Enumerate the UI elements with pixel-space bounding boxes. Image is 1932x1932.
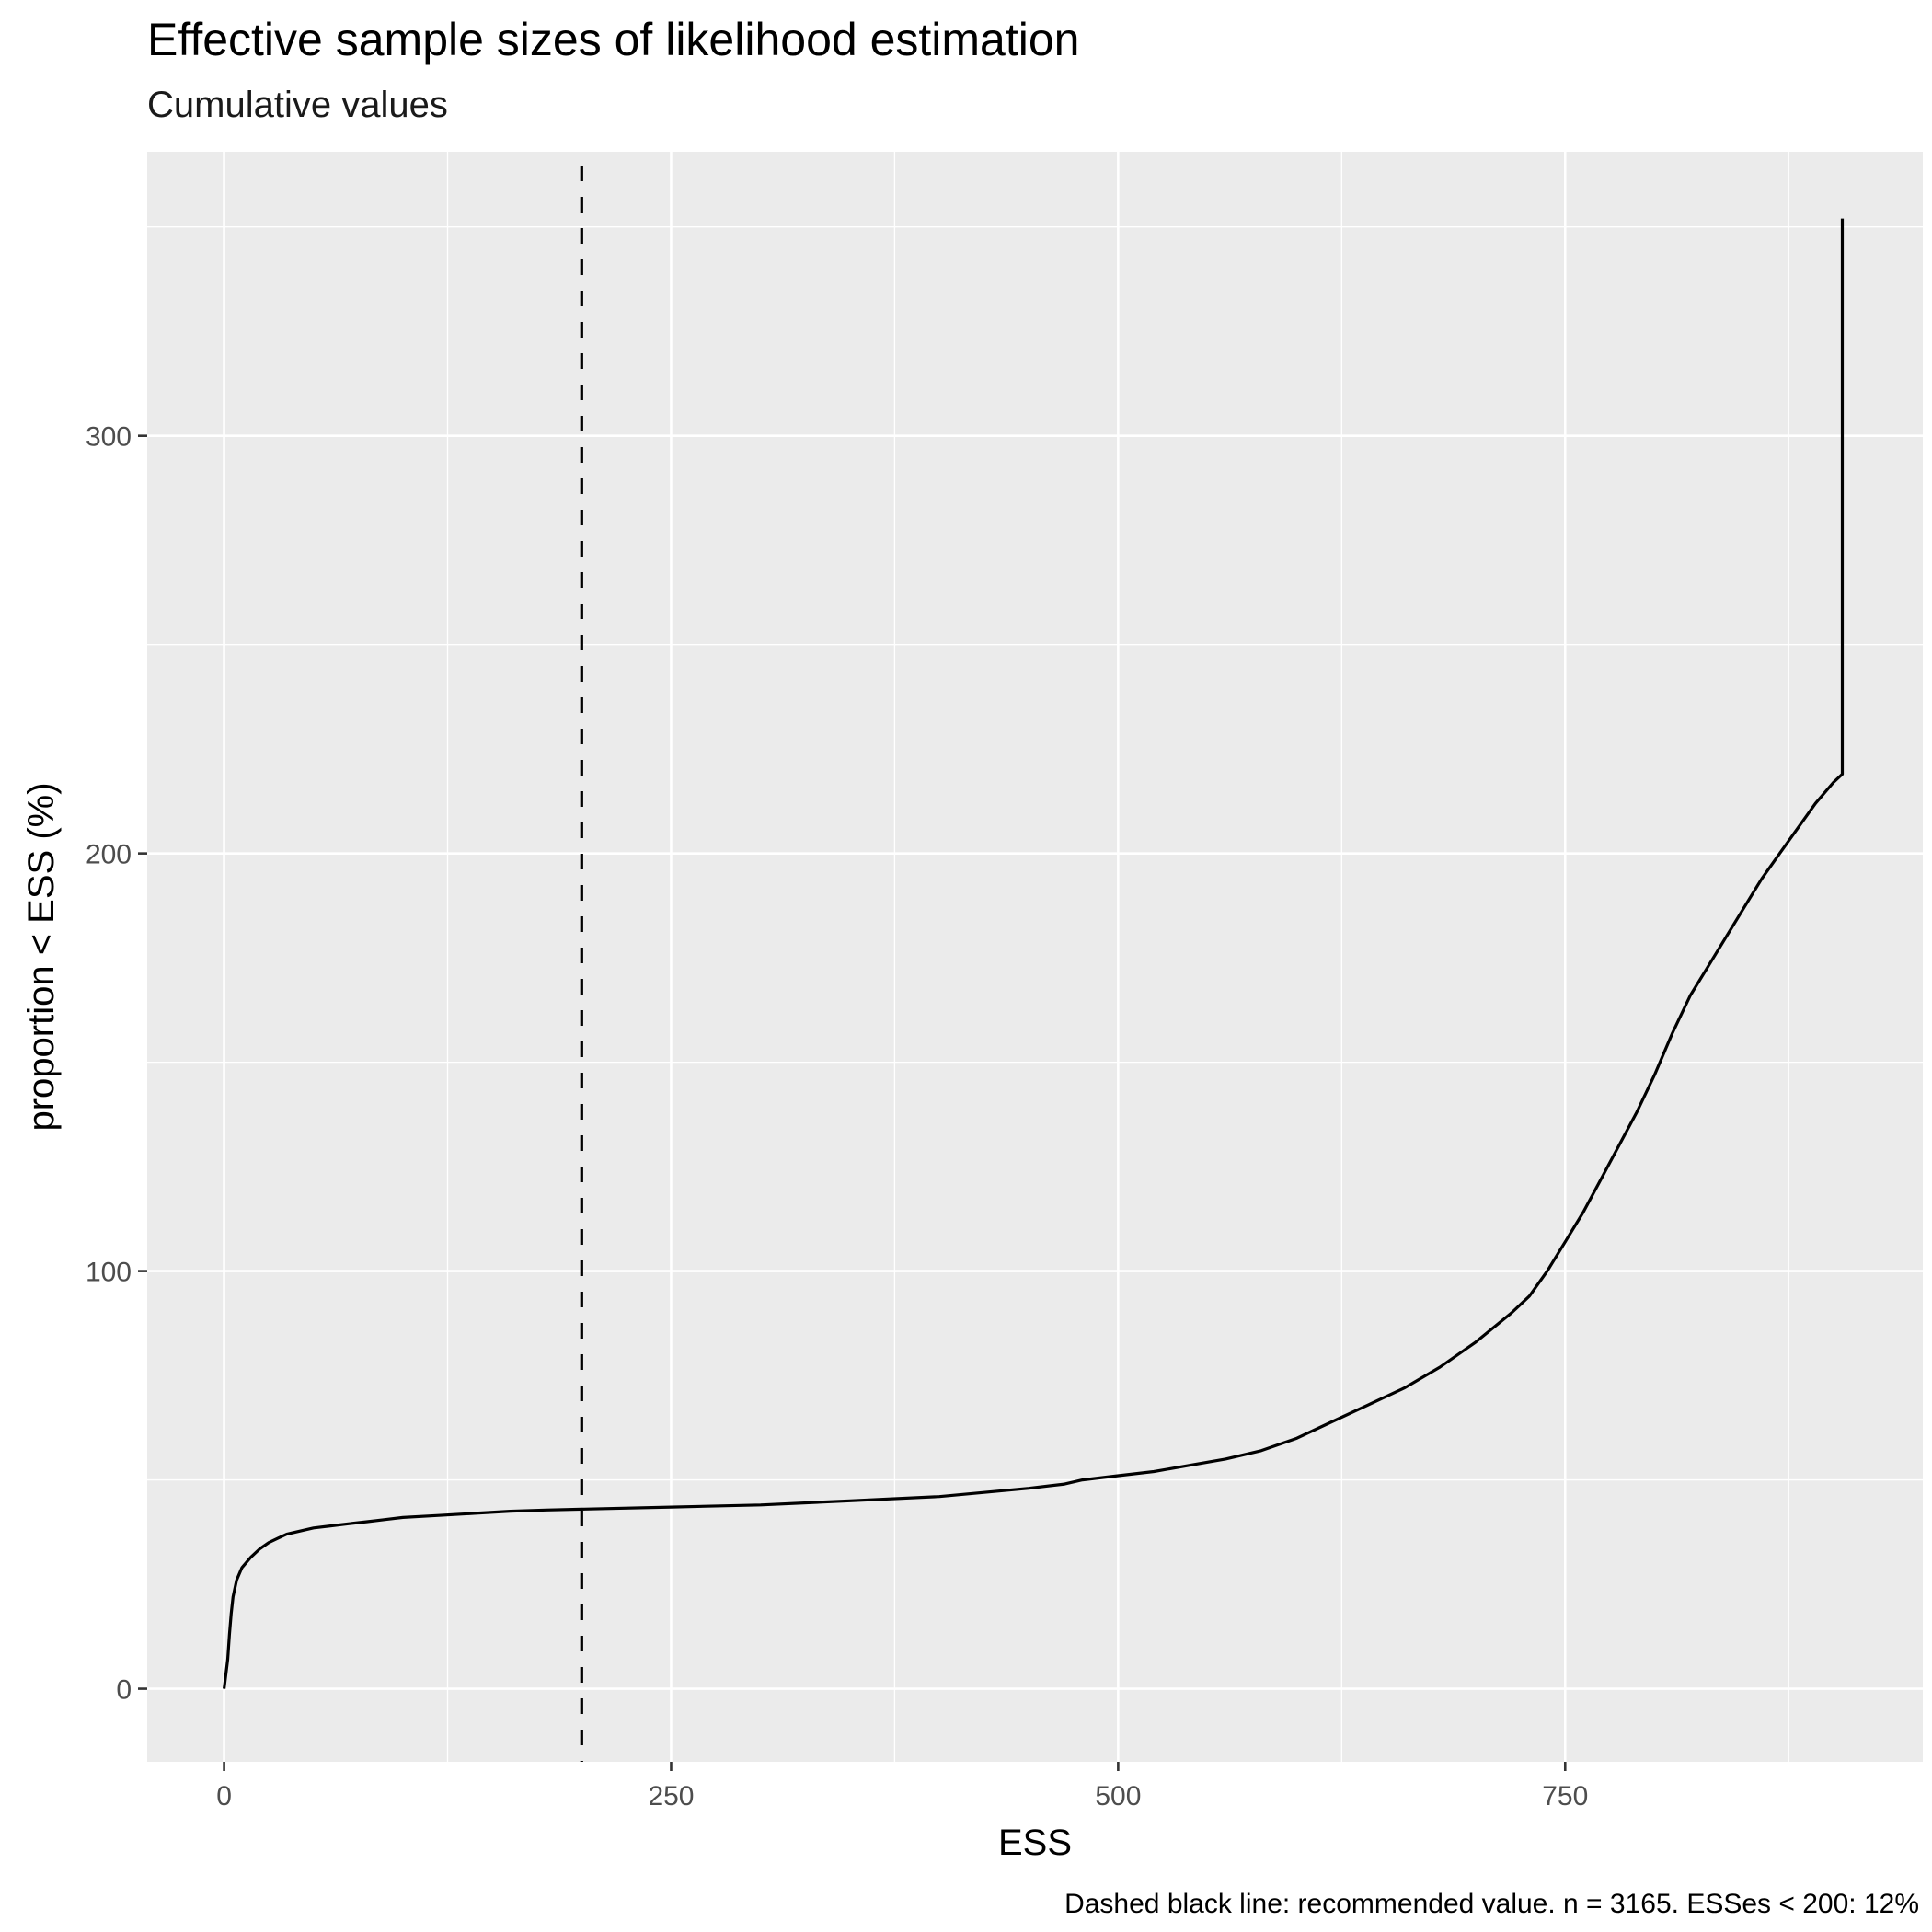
chart-caption: Dashed black line: recommended value. n … <box>1064 1889 1919 1919</box>
y-tick-label: 200 <box>86 840 132 870</box>
axis-ticks <box>138 434 1567 1771</box>
x-tick-label: 500 <box>1095 1781 1141 1811</box>
x-tick-label: 750 <box>1542 1781 1588 1811</box>
plot-panel <box>147 152 1923 1762</box>
y-tick-label: 0 <box>116 1675 132 1706</box>
y-tick-label: 100 <box>86 1258 132 1288</box>
y-tick-label: 300 <box>86 422 132 453</box>
major-gridlines <box>147 152 1923 1762</box>
x-axis-label: ESS <box>998 1823 1072 1863</box>
x-tick-label: 0 <box>216 1781 232 1811</box>
chart-subtitle: Cumulative values <box>147 85 448 125</box>
y-axis-label: proportion < ESS (%) <box>21 782 62 1131</box>
axis-tick-labels: 0 250 500 750 0 100 200 300 <box>86 422 1588 1811</box>
chart-title: Effective sample sizes of likelihood est… <box>147 14 1080 65</box>
x-tick-label: 250 <box>648 1781 694 1811</box>
ess-cumulative-line <box>223 218 1845 1689</box>
minor-gridlines <box>147 152 1923 1762</box>
